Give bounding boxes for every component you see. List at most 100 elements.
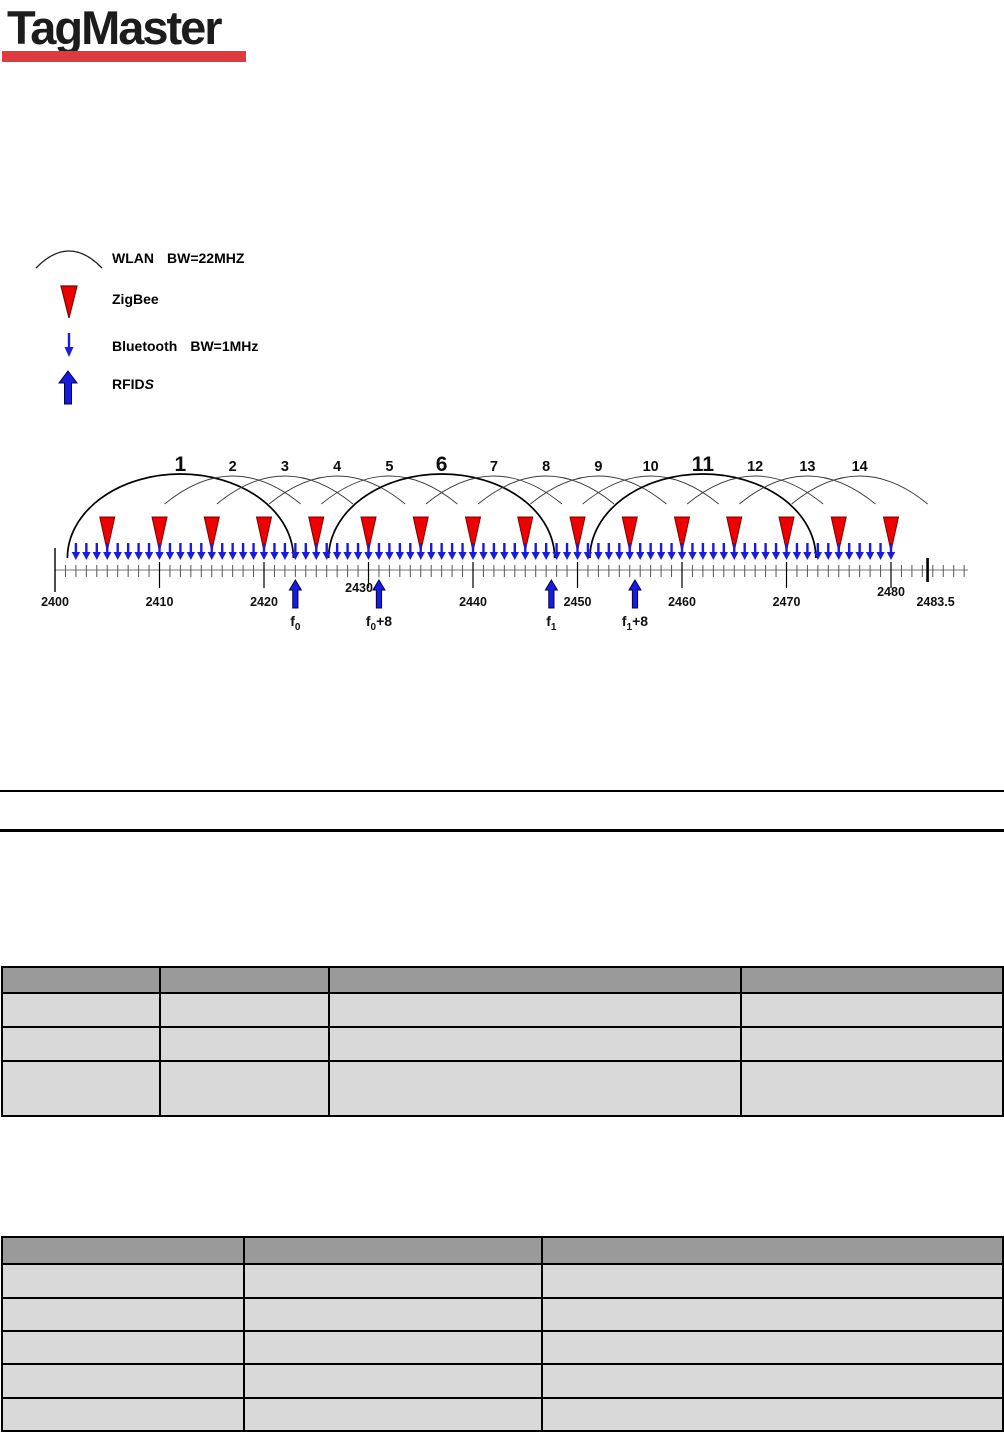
bluetooth-marker	[416, 543, 425, 560]
bluetooth-marker	[573, 543, 582, 560]
table-cell	[541, 1263, 1004, 1299]
bluetooth-marker	[468, 543, 478, 560]
logo-red-bar	[2, 51, 246, 62]
wlan-arc-ch9	[530, 475, 667, 505]
bluetooth-marker	[688, 543, 697, 560]
legend-label-wlan: WLAN	[112, 250, 154, 266]
wlan-channel-number: 2	[229, 459, 237, 475]
wlan-arc-icon	[35, 250, 103, 269]
wlan-arc-bold-ch1	[66, 473, 295, 559]
table-cell	[541, 1397, 1004, 1432]
wlan-arc-ch5	[321, 475, 458, 505]
section-rule-top	[0, 790, 1004, 792]
wlan-channel-number: 8	[542, 459, 550, 475]
bluetooth-marker	[521, 543, 530, 560]
bluetooth-marker	[144, 543, 154, 560]
bluetooth-marker	[249, 543, 258, 560]
bluetooth-marker	[636, 543, 645, 560]
bluetooth-marker	[886, 543, 896, 560]
frequency-label-band-edge: 2483.5	[916, 595, 954, 609]
bluetooth-marker	[207, 543, 216, 560]
table-cell	[1, 1263, 245, 1299]
bluetooth-marker	[82, 543, 91, 560]
bluetooth-marker	[782, 543, 791, 560]
zigbee-marker	[673, 516, 691, 552]
table-cell	[1, 1397, 245, 1432]
table-cell	[740, 1060, 1004, 1117]
bluetooth-marker	[197, 543, 206, 560]
wlan-channel-arcs	[66, 473, 928, 559]
wlan-arc-ch4	[268, 475, 406, 505]
legend-label-rfid: RFID	[112, 376, 145, 392]
bluetooth-marker	[771, 543, 781, 560]
bluetooth-marker	[406, 543, 415, 560]
frequency-label: 2460	[668, 595, 696, 609]
wlan-arc-ch14	[791, 475, 928, 505]
wlan-channel-number: 6	[436, 453, 448, 476]
zigbee-marker	[778, 516, 795, 552]
table-header-cell	[243, 1236, 543, 1265]
bluetooth-marker	[447, 543, 457, 560]
bluetooth-marker	[656, 543, 666, 560]
wlan-channel-number: 11	[692, 453, 715, 476]
table-cell	[159, 1060, 330, 1117]
bluetooth-marker	[176, 543, 185, 560]
rfid-arrow	[288, 579, 303, 609]
bluetooth-marker	[541, 543, 551, 560]
bluetooth-marker	[437, 543, 446, 560]
bluetooth-marker	[103, 543, 112, 560]
table-row	[1, 1026, 1004, 1062]
bluetooth-marker	[531, 543, 540, 560]
wlan-channel-number: 4	[333, 459, 341, 475]
wlan-channel-number: 1	[175, 453, 187, 476]
bluetooth-marker	[876, 543, 885, 560]
table-header-cell	[1, 1236, 245, 1265]
bluetooth-marker	[604, 543, 614, 560]
legend-item-wlan: WLAN BW=22MHZ	[112, 250, 244, 266]
frequency-labels: 2400 2410 2420 2430 2440 2450 2460 2470 2480 2483…	[41, 581, 955, 609]
rfid-frequency-label: f0	[290, 613, 301, 633]
spec-table-2	[1, 1236, 1004, 1432]
legend-label-zigbee: ZigBee	[112, 291, 159, 307]
legend-item-zigbee: ZigBee	[112, 291, 159, 307]
bluetooth-marker	[218, 543, 227, 560]
bluetooth-marker	[332, 543, 342, 560]
zigbee-marker	[360, 516, 377, 552]
bluetooth-marker	[427, 543, 436, 560]
rfid-arrow-icon	[58, 370, 78, 405]
bluetooth-marker	[865, 543, 875, 560]
table-cell	[1, 1297, 245, 1332]
wlan-arc-ch7	[425, 475, 563, 505]
frequency-label: 2400	[41, 595, 69, 609]
zigbee-marker	[99, 516, 116, 552]
rfid-frequency-label: f1+8	[622, 613, 648, 633]
bluetooth-marker	[761, 543, 770, 560]
table-cell	[740, 992, 1004, 1028]
table-cell	[243, 1363, 543, 1399]
table-header-cell	[159, 966, 330, 994]
table-cell	[740, 1026, 1004, 1062]
wlan-channel-number: 12	[747, 459, 763, 475]
zigbee-marker	[203, 516, 220, 552]
table-header-cell	[740, 966, 1004, 994]
bluetooth-arrow-icon	[64, 333, 74, 357]
bluetooth-marker	[123, 543, 133, 560]
table-cell	[243, 1330, 543, 1365]
wlan-channel-number: 3	[281, 459, 289, 475]
wlan-channel-number: 9	[594, 459, 602, 475]
logo-text: TagMaster	[7, 1, 223, 54]
bluetooth-marker	[698, 543, 708, 560]
bluetooth-marker	[562, 543, 572, 560]
zigbee-marker	[517, 516, 534, 552]
wlan-arc-bold-ch11	[589, 473, 817, 559]
rfid-arrows: f0 f0+8 f1 f1+8	[288, 579, 648, 633]
table-header-cell	[541, 1236, 1004, 1265]
bluetooth-marker	[301, 543, 310, 560]
table-header-row	[1, 966, 1004, 994]
zigbee-marker	[621, 516, 638, 552]
table-row	[1, 1397, 1004, 1432]
table-cell	[243, 1263, 543, 1299]
zigbee-markers	[99, 516, 900, 552]
wlan-channel-number: 14	[852, 459, 868, 475]
frequency-label: 2470	[773, 595, 801, 609]
